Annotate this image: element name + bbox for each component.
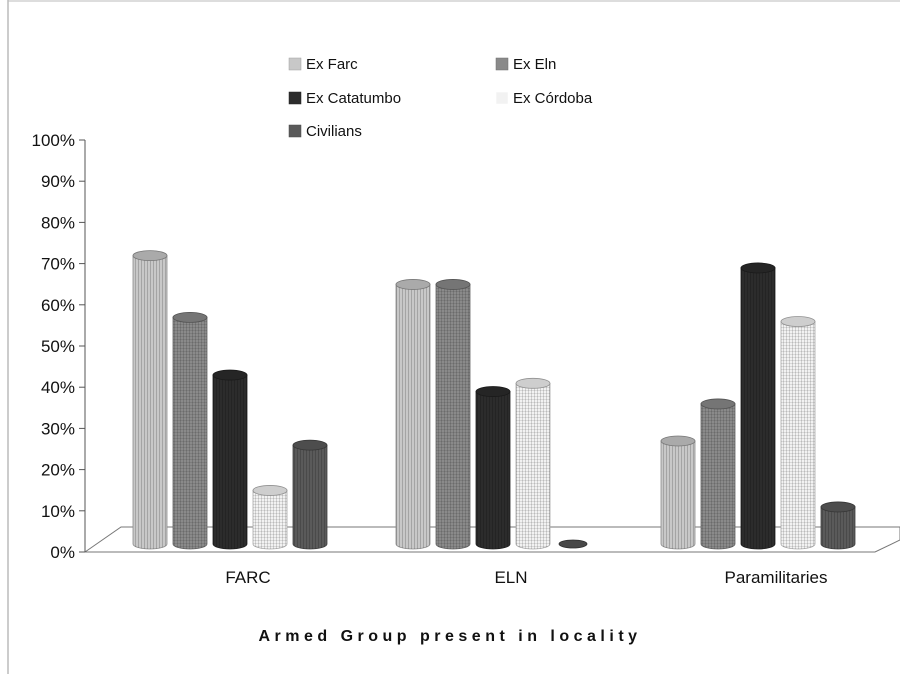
bar-texture bbox=[821, 506, 855, 549]
y-tick-label: 50% bbox=[41, 337, 75, 356]
y-axis: 0% 10% 20% 30% 40% 50% 60% 70% 80% 90% 100% bbox=[32, 131, 86, 562]
y-tick-label: 20% bbox=[41, 461, 75, 480]
legend-swatch bbox=[288, 57, 302, 71]
x-category-label: Paramilitaries bbox=[725, 568, 828, 587]
bar-texture bbox=[293, 445, 327, 549]
x-axis-category-labels: FARC ELN Paramilitaries bbox=[225, 568, 827, 587]
bar-top bbox=[132, 250, 168, 262]
bar-top bbox=[172, 311, 208, 323]
x-category-label: ELN bbox=[494, 568, 527, 587]
bar bbox=[515, 377, 551, 550]
bar-texture bbox=[781, 321, 815, 549]
x-category-label: FARC bbox=[225, 568, 270, 587]
bar-texture bbox=[436, 284, 470, 549]
bar bbox=[475, 386, 511, 550]
bar-top bbox=[700, 398, 736, 410]
bar-top bbox=[252, 485, 288, 496]
bar-top bbox=[740, 262, 776, 274]
legend-swatch bbox=[288, 91, 302, 105]
y-tick-label: 70% bbox=[41, 255, 75, 274]
legend-label: Ex Eln bbox=[513, 56, 556, 73]
bar bbox=[558, 539, 588, 549]
legend-swatch bbox=[495, 91, 509, 105]
legend-item: Civilians bbox=[288, 123, 362, 140]
bar-texture bbox=[173, 317, 207, 549]
bar-top bbox=[292, 439, 328, 451]
bar bbox=[700, 398, 736, 550]
y-tick-label: 10% bbox=[41, 502, 75, 521]
bar bbox=[780, 316, 816, 550]
bar bbox=[435, 279, 471, 550]
bar bbox=[660, 435, 696, 550]
bar bbox=[132, 250, 168, 550]
bar-texture bbox=[741, 267, 775, 549]
bar-top bbox=[515, 377, 551, 389]
legend: Ex Farc Ex Eln Ex Catatumbo Ex Córdoba Civil… bbox=[288, 56, 593, 140]
bar-top bbox=[660, 435, 696, 447]
x-axis-title: Armed Group present in locality bbox=[258, 628, 641, 645]
y-tick-label: 80% bbox=[41, 213, 75, 232]
legend-label: Ex Córdoba bbox=[513, 90, 593, 107]
y-tick-label: 90% bbox=[41, 172, 75, 191]
bar bbox=[212, 369, 248, 550]
bar-texture bbox=[476, 391, 510, 549]
bars-group bbox=[132, 250, 856, 550]
bar-top bbox=[435, 279, 471, 290]
bar-texture bbox=[133, 255, 167, 549]
bar bbox=[820, 501, 856, 550]
bar bbox=[172, 311, 208, 550]
legend-label: Ex Catatumbo bbox=[306, 90, 401, 107]
bar-top bbox=[780, 316, 816, 327]
legend-item: Ex Catatumbo bbox=[288, 90, 401, 107]
bar-texture bbox=[661, 441, 695, 549]
y-tick-label: 40% bbox=[41, 378, 75, 397]
legend-item: Ex Farc bbox=[288, 56, 358, 73]
legend-swatch bbox=[495, 57, 509, 71]
bar-top bbox=[475, 386, 511, 397]
bar-texture bbox=[701, 403, 735, 549]
y-tick-label: 0% bbox=[50, 543, 75, 562]
bar-texture bbox=[253, 490, 287, 549]
legend-swatch bbox=[288, 124, 302, 138]
bar-texture bbox=[396, 284, 430, 549]
legend-item: Ex Córdoba bbox=[495, 90, 593, 107]
y-tick-label: 100% bbox=[32, 131, 75, 150]
bar-top bbox=[558, 539, 588, 549]
bar-texture bbox=[516, 383, 550, 549]
y-tick-label: 30% bbox=[41, 419, 75, 438]
legend-item: Ex Eln bbox=[495, 56, 556, 73]
legend-label: Ex Farc bbox=[306, 56, 358, 73]
bar bbox=[740, 262, 776, 550]
bar bbox=[252, 485, 288, 550]
bar-top bbox=[212, 369, 248, 381]
bar-top bbox=[395, 279, 431, 290]
y-tick-label: 60% bbox=[41, 296, 75, 315]
bar-texture bbox=[213, 375, 247, 549]
bar bbox=[395, 279, 431, 550]
bar bbox=[292, 439, 328, 550]
bar-top bbox=[820, 501, 856, 513]
legend-label: Civilians bbox=[306, 123, 362, 140]
